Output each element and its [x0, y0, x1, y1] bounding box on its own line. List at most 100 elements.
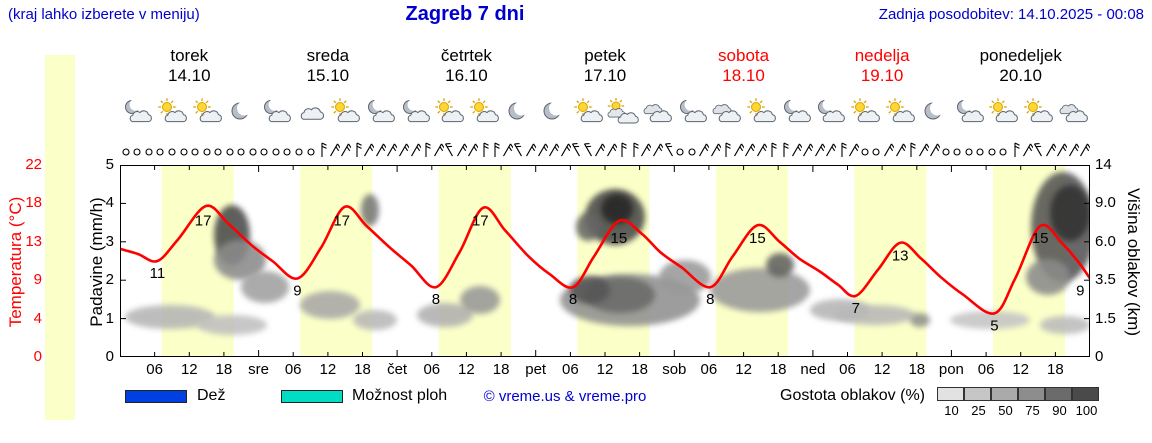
- wind-barb-icon: [639, 139, 653, 161]
- wind-barb-icon: [316, 139, 328, 161]
- wind-barb-icon: [732, 139, 745, 161]
- x-hour-label: 12: [596, 361, 614, 378]
- weather-icon-sun-cloud: [744, 98, 778, 126]
- density-swatch: [1018, 387, 1045, 401]
- density-tick-label: 50: [998, 403, 1013, 418]
- x-hour-label: 18: [215, 361, 233, 378]
- weather-icon-sun-clouds: [605, 97, 640, 126]
- cloud-density-legend-label: Gostota oblakov (%): [780, 387, 925, 404]
- cloud-density-blob: [241, 271, 289, 303]
- weather-icon-sun-cloud: [848, 98, 882, 126]
- x-hour-label: 06: [284, 361, 302, 378]
- wind-barb-icon: [536, 139, 549, 161]
- wind-barb-icon: [1055, 139, 1068, 161]
- wind-calm-icon: [154, 139, 166, 161]
- density-swatch: [937, 387, 964, 401]
- weather-icon-sun-cloud: [1021, 98, 1055, 126]
- copyright-link[interactable]: © vreme.us & vreme.pro: [483, 388, 647, 405]
- temperature-value-label: 17: [195, 213, 212, 230]
- wind-calm-icon: [235, 139, 247, 161]
- x-hour-label: 12: [735, 361, 752, 378]
- weather-icon-sun-cloud: [571, 98, 605, 126]
- wind-calm-icon: [247, 139, 259, 161]
- weather-icon-cloud: [294, 98, 328, 126]
- wind-barb-icon: [1078, 139, 1091, 161]
- x-hour-label: 18: [769, 361, 787, 378]
- x-hour-label: 12: [180, 361, 198, 378]
- x-day-label: sre: [248, 361, 270, 378]
- wind-calm-icon: [270, 139, 282, 161]
- wind-calm-icon: [281, 139, 293, 161]
- meteogram-plot: 11 17 9 17 8 17 8 15 8 15 7 13 5 15 9: [118, 164, 1095, 358]
- location-hint: (kraj lahko izberete v meniju): [8, 6, 200, 23]
- temp-tick-label: 9: [33, 271, 42, 289]
- cloud-density-blob: [570, 276, 610, 304]
- temperature-value-label: 15: [611, 230, 628, 247]
- cloud-density-blob: [659, 260, 711, 294]
- cloud-density-blob: [1050, 185, 1090, 241]
- wind-barb-icon: [628, 139, 640, 161]
- cloud-tick-label: 0: [1095, 348, 1104, 365]
- wind-barb-icon: [420, 139, 432, 161]
- day-date: 17.10: [583, 66, 627, 85]
- temperature-value-label: 5: [990, 317, 998, 334]
- wind-barb-icon: [432, 139, 445, 161]
- wind-barb-icon: [801, 139, 814, 161]
- day-header-ponedeljek: ponedeljek 20.10: [951, 46, 1090, 86]
- cloud-density-blob: [766, 253, 794, 277]
- wind-barb-icon: [917, 139, 930, 161]
- precip-tick-label: 2: [105, 271, 114, 289]
- wind-calm-icon: [143, 139, 155, 161]
- precip-tick-label: 1: [105, 309, 114, 327]
- wind-barb-icon: [466, 139, 479, 161]
- density-tick-label: 25: [971, 403, 986, 418]
- density-swatch: [964, 387, 991, 401]
- weather-icon-moon-cloud: [259, 98, 293, 126]
- weather-icon-sun-cloud: [155, 98, 189, 126]
- precip-tick-label: 5: [105, 156, 114, 173]
- x-hour-label: 06: [977, 361, 995, 378]
- wind-barb-icon: [409, 139, 422, 161]
- wind-calm-icon: [131, 139, 143, 161]
- page-title: Zagreb 7 dni: [405, 3, 525, 25]
- cloud-density-blob: [835, 305, 915, 325]
- weather-icon-clouds: [709, 98, 743, 126]
- temperature-value-label: 8: [706, 291, 714, 308]
- weather-icon-clouds: [1056, 98, 1090, 126]
- rain-legend-label: Dež: [197, 387, 226, 404]
- day-header-sobota: sobota 18.10: [674, 46, 813, 86]
- wind-barb-icon: [547, 139, 560, 161]
- x-hour-label: 06: [562, 361, 579, 378]
- precip-tick-label: 0: [105, 348, 114, 365]
- precip-tick-label: 4: [105, 194, 114, 212]
- x-day-label: sob: [662, 361, 687, 378]
- wind-barb-icon: [709, 139, 722, 161]
- x-hour-label: 18: [631, 361, 648, 378]
- x-day-label: ned: [800, 361, 826, 378]
- temperature-value-label: 13: [892, 248, 909, 265]
- daylight-band: [438, 165, 511, 357]
- weather-icon-moon: [917, 98, 951, 126]
- wind-barb-icon: [928, 139, 941, 161]
- wind-barb-icon: [743, 139, 757, 161]
- wind-barb-icon: [570, 139, 582, 161]
- temp-tick-label: 18: [25, 194, 42, 212]
- wind-calm-icon: [986, 139, 998, 161]
- x-hour-label: 12: [1012, 361, 1030, 378]
- weather-icon-moon: [224, 98, 258, 126]
- temp-tick-label: 22: [25, 156, 42, 173]
- day-name: sobota: [718, 46, 770, 65]
- wind-barb-icon: [651, 139, 664, 161]
- day-header-nedelja: nedelja 19.10: [813, 46, 952, 86]
- wind-barb-icon: [697, 139, 710, 161]
- temperature-axis-title: Temperatura (°C): [6, 196, 25, 328]
- weather-icon-sun-cloud: [986, 98, 1020, 126]
- temperature-value-label: 15: [749, 230, 766, 247]
- x-hour-label: 06: [700, 361, 718, 378]
- cloud-tick-label: 14: [1095, 156, 1112, 173]
- showers-swatch: [281, 390, 343, 403]
- weather-icon-moon-cloud: [363, 98, 397, 126]
- wind-barb-icon: [755, 139, 768, 161]
- wind-barb-icon: [362, 139, 376, 161]
- weather-icon-moon-cloud: [952, 98, 986, 126]
